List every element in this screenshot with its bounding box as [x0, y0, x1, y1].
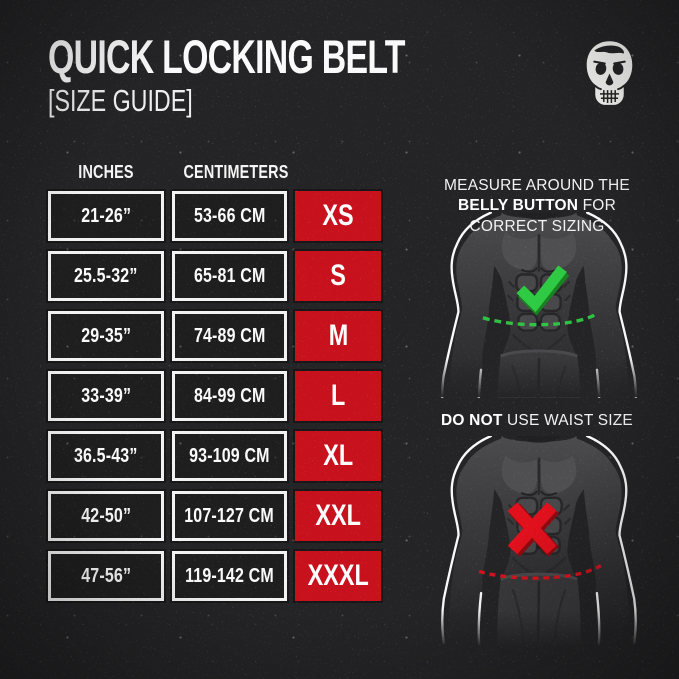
measure-instruction: MEASURE AROUND THE BELLY BUTTON FOR CORR… [417, 176, 657, 237]
inches-cell: 21-26” [48, 191, 164, 241]
size-label: XL [323, 439, 353, 472]
size-table-row: 36.5-43” 93-109 CM XL [48, 431, 382, 481]
warning-instruction-bold: DO NOT [441, 412, 503, 429]
size-badge: S [295, 251, 381, 301]
page-subtitle: [SIZE GUIDE] [48, 82, 193, 118]
torso-correct-illustration [426, 212, 652, 398]
inches-value: 21-26” [81, 204, 131, 227]
size-table-row: 33-39” 84-99 CM L [48, 371, 382, 421]
header: QUICK LOCKING BELT [SIZE GUIDE] [48, 30, 544, 118]
inches-cell: 36.5-43” [48, 431, 164, 481]
inches-value: 47-56” [81, 564, 131, 587]
cm-value: 107-127 CM [184, 504, 275, 527]
torso-wrong-illustration [426, 436, 652, 647]
cm-value: 53-66 CM [193, 204, 266, 227]
skull-icon [581, 39, 638, 108]
size-table-rows: 21-26” 53-66 CM XS 25.5-32” 65-81 CM S 2… [48, 191, 382, 601]
size-label: L [330, 379, 346, 412]
warning-instruction: DO NOT USE WAIST SIZE [417, 411, 657, 431]
inches-cell: 47-56” [48, 551, 164, 601]
inches-cell: 33-39” [48, 371, 164, 421]
cm-cell: 65-81 CM [172, 251, 287, 301]
column-header-inches: INCHES [78, 162, 134, 182]
size-label: XS [322, 199, 354, 232]
cm-cell: 93-109 CM [172, 431, 287, 481]
size-badge: L [295, 371, 381, 421]
size-label: M [328, 319, 348, 352]
inches-value: 25.5-32” [74, 264, 138, 287]
size-badge: M [295, 311, 381, 361]
measure-instruction-bold: BELLY BUTTON [458, 197, 579, 215]
size-table-row: 25.5-32” 65-81 CM S [48, 251, 382, 301]
size-label: S [330, 259, 346, 292]
inches-value: 29-35” [81, 324, 131, 347]
cm-cell: 119-142 CM [172, 551, 287, 601]
warning-instruction-post: USE WAIST SIZE [507, 412, 633, 429]
inches-cell: 42-50” [48, 491, 164, 541]
size-table-row: 42-50” 107-127 CM XXL [48, 491, 382, 541]
size-badge: XXXL [295, 551, 381, 601]
cm-cell: 107-127 CM [172, 491, 287, 541]
cm-cell: 74-89 CM [172, 311, 287, 361]
cm-value: 65-81 CM [193, 264, 266, 287]
size-badge: XL [295, 431, 381, 481]
size-table-row: 21-26” 53-66 CM XS [48, 191, 382, 241]
size-table-row: 47-56” 119-142 CM XXXL [48, 551, 382, 601]
cm-value: 74-89 CM [193, 324, 266, 347]
measure-instruction-pre: MEASURE AROUND THE [444, 177, 630, 194]
size-badge: XS [295, 191, 381, 241]
cm-value: 119-142 CM [185, 564, 274, 587]
size-table: INCHES CENTIMETERS 21-26” 53-66 CM XS 25… [48, 162, 382, 611]
size-table-header: INCHES CENTIMETERS [48, 162, 382, 183]
cm-value: 93-109 CM [189, 444, 270, 467]
size-label: XXL [315, 499, 361, 532]
inches-value: 33-39” [81, 384, 131, 407]
page-title: QUICK LOCKING BELT [48, 30, 405, 83]
inches-value: 36.5-43” [74, 444, 138, 467]
inches-cell: 25.5-32” [48, 251, 164, 301]
cm-cell: 53-66 CM [172, 191, 287, 241]
size-label: XXXL [307, 559, 369, 592]
size-table-row: 29-35” 74-89 CM M [48, 311, 382, 361]
column-header-centimeters: CENTIMETERS [183, 162, 289, 182]
cm-value: 84-99 CM [193, 384, 266, 407]
inches-cell: 29-35” [48, 311, 164, 361]
inches-value: 42-50” [81, 504, 131, 527]
cm-cell: 84-99 CM [172, 371, 287, 421]
size-badge: XXL [295, 491, 381, 541]
